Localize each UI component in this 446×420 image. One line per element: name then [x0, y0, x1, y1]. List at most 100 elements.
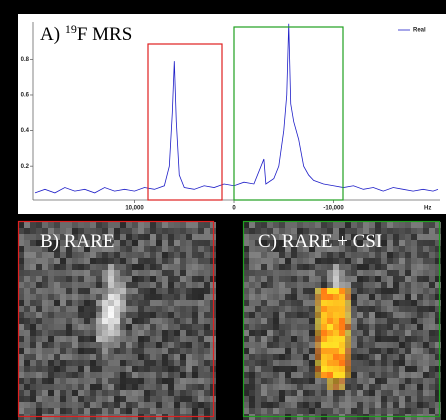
image-pixel — [363, 396, 369, 402]
image-pixel — [156, 240, 162, 246]
image-pixel — [327, 402, 333, 408]
image-pixel — [363, 402, 369, 408]
image-pixel — [285, 348, 291, 354]
image-pixel — [66, 402, 72, 408]
image-pixel — [405, 396, 411, 402]
image-pixel — [60, 384, 66, 390]
image-pixel — [405, 342, 411, 348]
image-pixel — [429, 354, 435, 360]
image-pixel — [297, 402, 303, 408]
image-pixel — [90, 366, 96, 372]
image-pixel — [72, 276, 78, 282]
image-pixel — [393, 378, 399, 384]
image-pixel — [273, 306, 279, 312]
image-pixel — [267, 324, 273, 330]
image-pixel — [351, 228, 357, 234]
image-pixel — [423, 402, 429, 408]
image-pixel — [66, 360, 72, 366]
image-pixel — [60, 348, 66, 354]
image-pixel — [204, 360, 210, 366]
csi-overlay-pixel — [345, 354, 351, 360]
image-pixel — [186, 276, 192, 282]
image-pixel — [84, 258, 90, 264]
image-pixel — [78, 384, 84, 390]
image-pixel — [261, 294, 267, 300]
image-pixel — [405, 258, 411, 264]
image-pixel — [375, 336, 381, 342]
image-pixel — [279, 318, 285, 324]
image-pixel — [369, 288, 375, 294]
image-pixel — [48, 240, 54, 246]
image-pixel — [405, 354, 411, 360]
image-pixel — [423, 372, 429, 378]
image-pixel — [114, 222, 120, 228]
image-pixel — [180, 342, 186, 348]
image-pixel — [285, 378, 291, 384]
image-pixel — [267, 378, 273, 384]
image-pixel — [261, 372, 267, 378]
image-pixel — [108, 372, 114, 378]
image-pixel — [357, 306, 363, 312]
image-pixel — [291, 384, 297, 390]
csi-overlay-pixel — [345, 330, 351, 336]
image-pixel — [18, 228, 24, 234]
image-pixel — [66, 354, 72, 360]
image-pixel — [72, 360, 78, 366]
image-pixel — [303, 276, 309, 282]
image-pixel — [405, 240, 411, 246]
image-pixel — [405, 372, 411, 378]
image-pixel — [60, 294, 66, 300]
image-pixel — [327, 228, 333, 234]
image-pixel — [144, 300, 150, 306]
image-pixel — [309, 288, 315, 294]
csi-overlay-pixel — [339, 342, 345, 348]
image-pixel — [162, 270, 168, 276]
image-pixel — [429, 294, 435, 300]
image-pixel — [357, 234, 363, 240]
image-pixel — [303, 312, 309, 318]
image-pixel — [261, 240, 267, 246]
image-pixel — [96, 324, 102, 330]
image-pixel — [345, 378, 351, 384]
image-pixel — [18, 396, 24, 402]
image-pixel — [24, 348, 30, 354]
image-pixel — [138, 258, 144, 264]
image-pixel — [333, 228, 339, 234]
image-pixel — [363, 234, 369, 240]
image-pixel — [363, 342, 369, 348]
image-pixel — [261, 408, 267, 414]
image-pixel — [405, 324, 411, 330]
image-pixel — [315, 402, 321, 408]
image-pixel — [150, 264, 156, 270]
image-pixel — [192, 300, 198, 306]
image-pixel — [120, 282, 126, 288]
image-pixel — [174, 384, 180, 390]
image-pixel — [186, 366, 192, 372]
image-pixel — [381, 234, 387, 240]
image-pixel — [156, 342, 162, 348]
image-pixel — [150, 324, 156, 330]
image-pixel — [174, 306, 180, 312]
image-pixel — [66, 228, 72, 234]
image-pixel — [297, 264, 303, 270]
image-pixel — [333, 390, 339, 396]
image-pixel — [303, 258, 309, 264]
image-pixel — [192, 234, 198, 240]
csi-overlay-pixel — [321, 348, 327, 354]
image-pixel — [66, 240, 72, 246]
image-pixel — [339, 234, 345, 240]
image-pixel — [399, 264, 405, 270]
image-pixel — [249, 408, 255, 414]
image-pixel — [261, 300, 267, 306]
image-pixel — [387, 366, 393, 372]
image-pixel — [198, 396, 204, 402]
image-pixel — [381, 318, 387, 324]
image-pixel — [363, 258, 369, 264]
image-pixel — [267, 240, 273, 246]
image-pixel — [297, 324, 303, 330]
image-pixel — [249, 276, 255, 282]
image-pixel — [144, 396, 150, 402]
image-pixel — [144, 270, 150, 276]
image-pixel — [267, 342, 273, 348]
